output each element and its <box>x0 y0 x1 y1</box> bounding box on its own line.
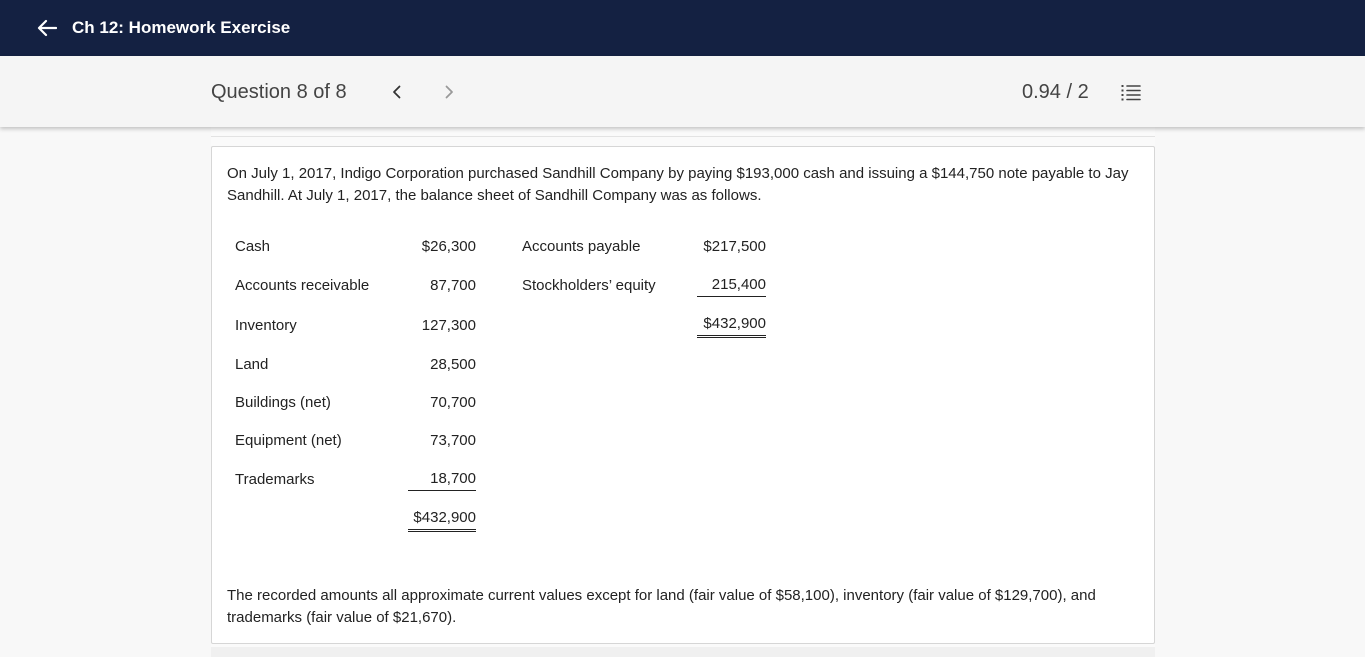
question-list-button[interactable] <box>1118 80 1144 104</box>
numbered-list-icon <box>1121 85 1141 101</box>
question-counter: Question 8 of 8 <box>211 81 347 103</box>
asset-value: 127,300 <box>421 317 476 334</box>
fair-value-note: The recorded amounts all approximate cur… <box>227 587 1096 626</box>
asset-label: Buildings (net) <box>235 394 331 411</box>
asset-value: 73,700 <box>430 432 476 449</box>
asset-value: 87,700 <box>430 277 476 294</box>
question-navigation-bar: Question 8 of 8 0.94 / 2 <box>0 56 1365 127</box>
liabilities-total: $432,900 <box>697 314 766 338</box>
asset-label: Accounts receivable <box>235 277 370 294</box>
next-question-button[interactable] <box>437 78 461 106</box>
chevron-left-icon <box>393 85 401 99</box>
problem-intro: On July 1, 2017, Indigo Corporation purc… <box>227 165 1129 204</box>
content-footer <box>211 647 1155 657</box>
liability-label: Stockholders’ equity <box>522 277 656 294</box>
top-app-bar: Ch 12: Homework Exercise <box>0 0 1365 56</box>
score-display: 0.94 / 2 <box>1022 81 1089 103</box>
liability-value: $217,500 <box>703 238 766 255</box>
asset-label: Equipment (net) <box>235 432 342 449</box>
arrow-left-icon <box>37 19 57 37</box>
back-button[interactable] <box>34 16 60 40</box>
liability-label: Accounts payable <box>522 238 641 255</box>
liability-value: 215,400 <box>697 275 766 297</box>
assets-total: $432,900 <box>408 508 476 532</box>
divider <box>211 136 1155 137</box>
asset-label: Trademarks <box>235 471 315 488</box>
asset-label: Inventory <box>235 317 297 334</box>
problem-card: On July 1, 2017, Indigo Corporation purc… <box>211 146 1155 644</box>
assignment-title: Ch 12: Homework Exercise <box>72 18 291 37</box>
asset-label: Cash <box>235 238 271 255</box>
asset-label: Land <box>235 356 269 373</box>
previous-question-button[interactable] <box>385 78 409 106</box>
question-content: On July 1, 2017, Indigo Corporation purc… <box>211 127 1155 657</box>
asset-value: 28,500 <box>430 356 476 373</box>
asset-value: 70,700 <box>430 394 476 411</box>
asset-value: 18,700 <box>408 469 476 491</box>
chevron-right-icon <box>445 85 453 99</box>
asset-value: $26,300 <box>421 238 476 255</box>
